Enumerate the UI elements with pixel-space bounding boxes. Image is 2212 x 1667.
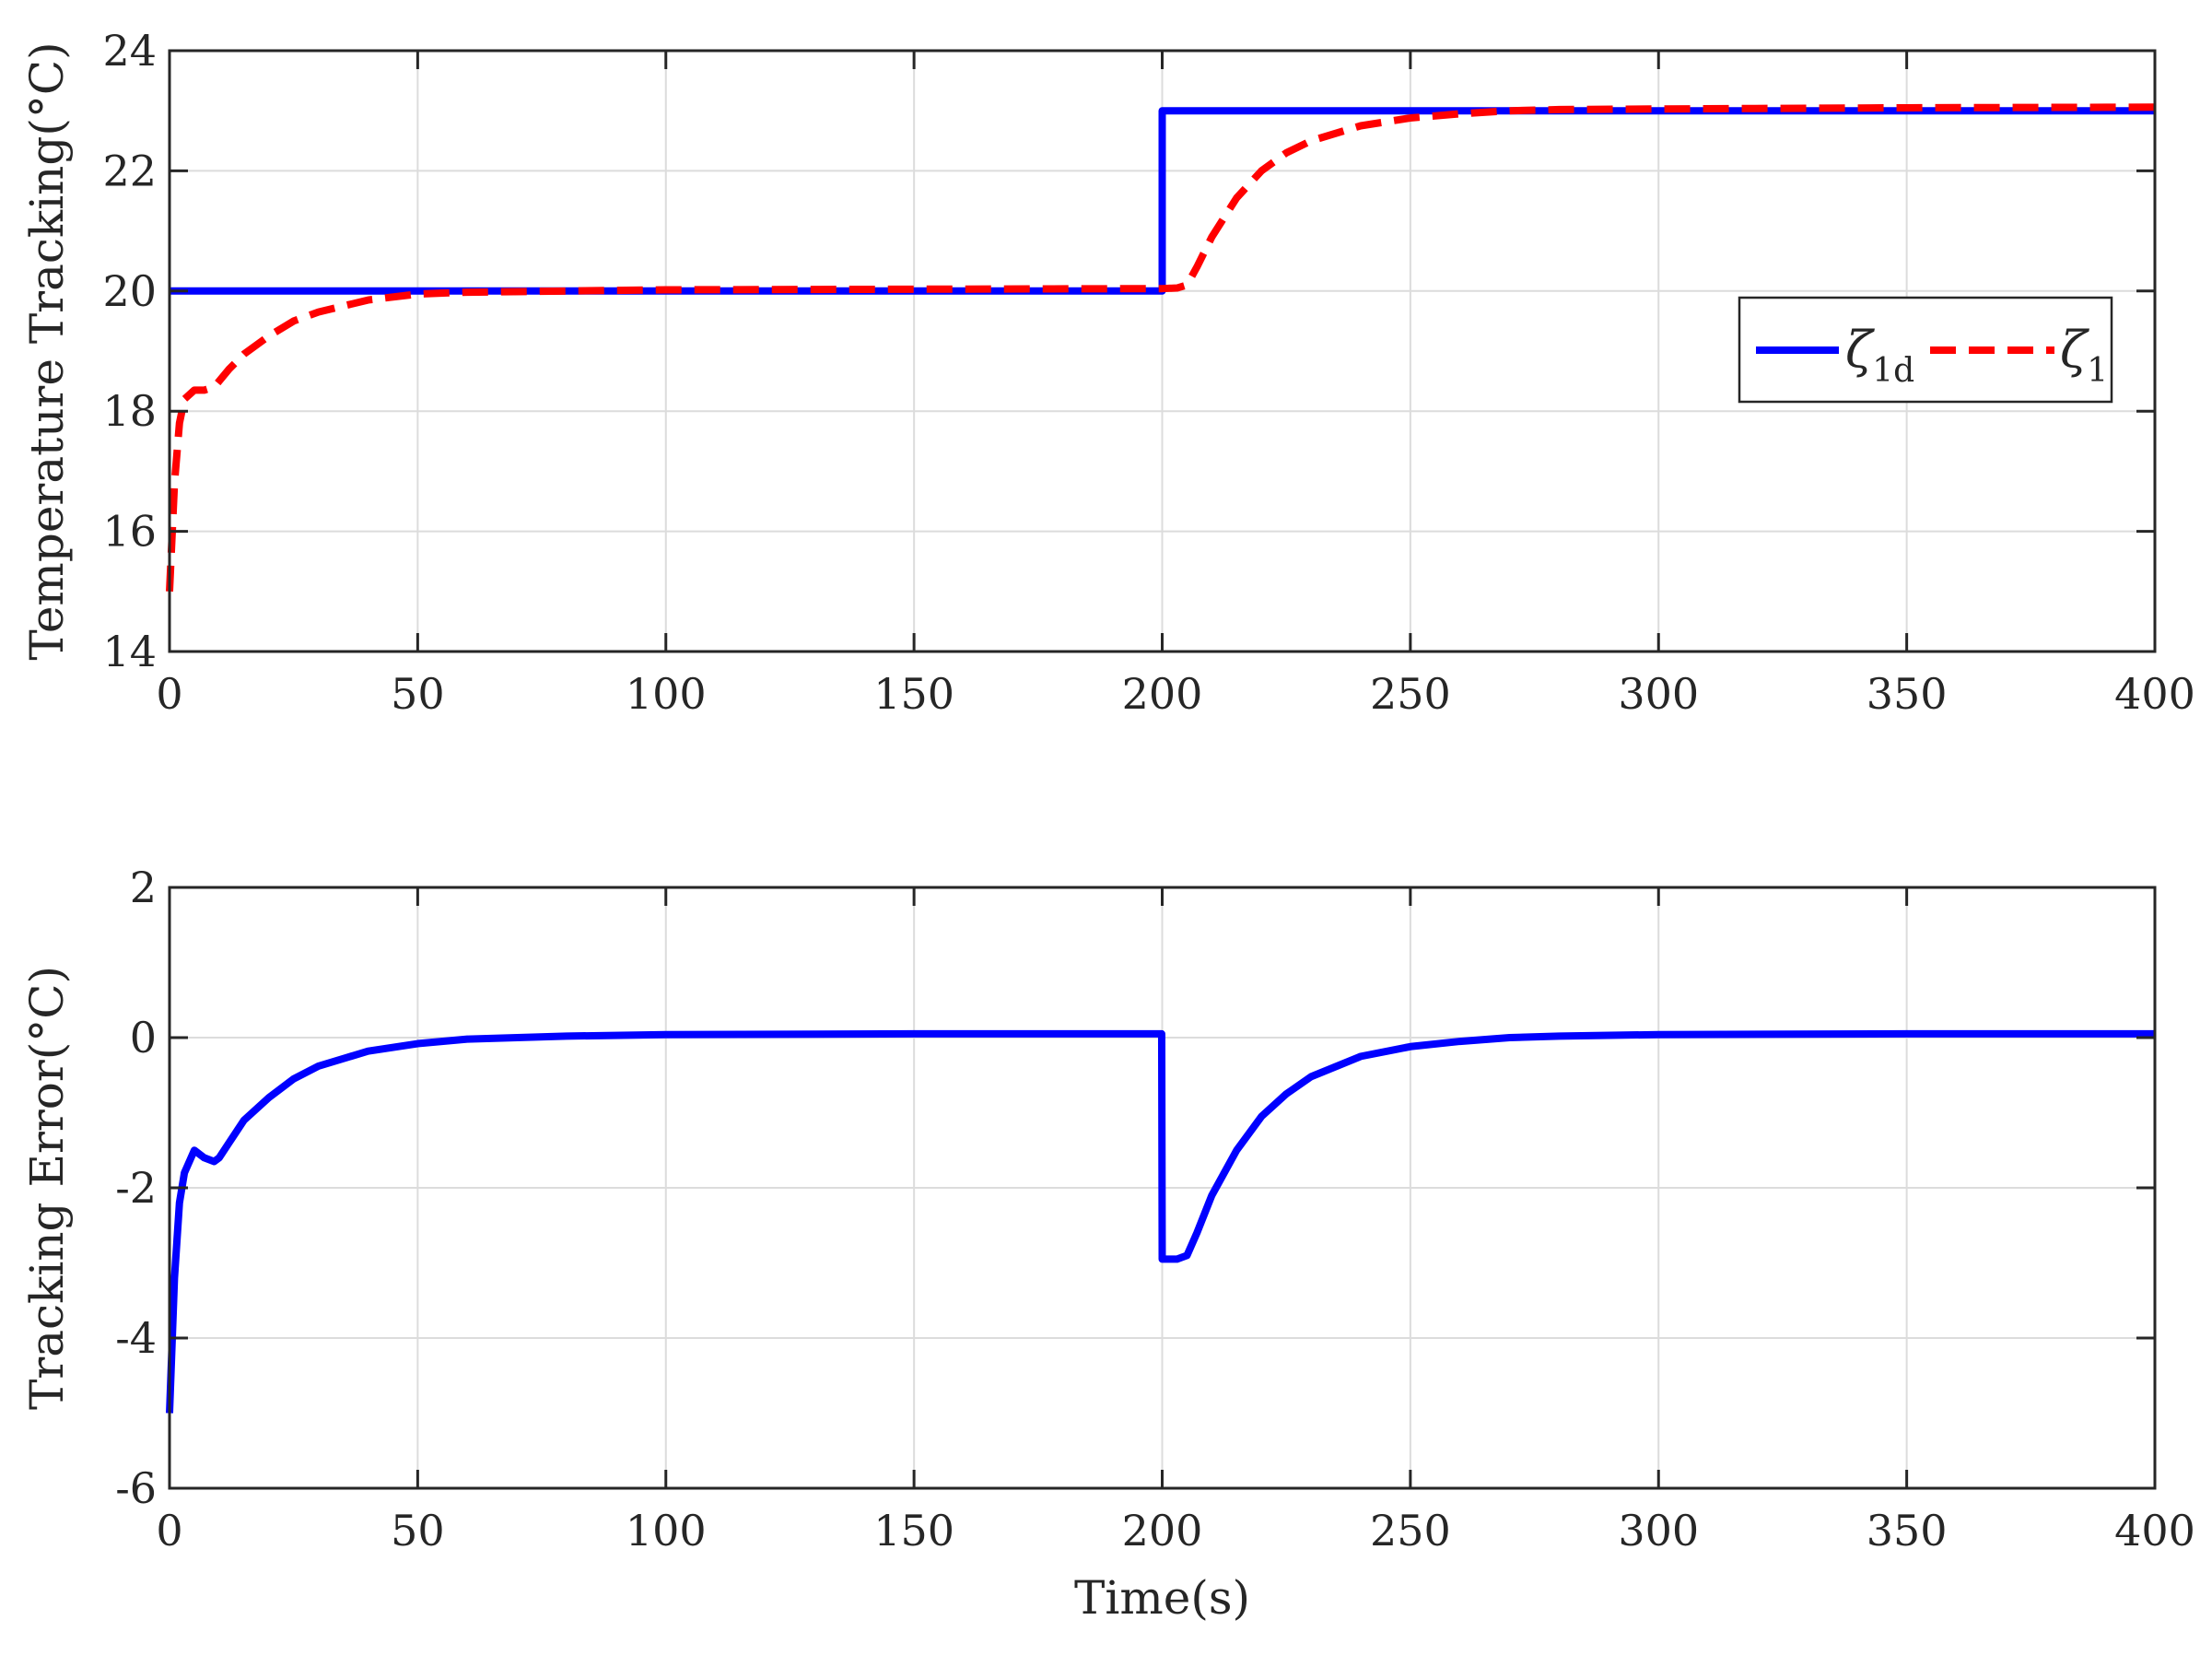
x-tick-label: 400 — [2114, 1506, 2195, 1555]
series-group — [166, 1029, 2155, 1414]
x-tick-label: 50 — [391, 669, 445, 719]
x-tick-label: 250 — [1370, 669, 1451, 719]
ticks: 0 50 100 150 200 250 300 350 400 -6 -4 -2 0 2 — [115, 863, 2195, 1555]
y-tick-label: 0 — [130, 1013, 157, 1062]
y-axis-label: Temperature Tracking(°C) — [20, 41, 74, 660]
series-line-error — [166, 1029, 2155, 1414]
legend-symbol: ζ — [2060, 321, 2089, 379]
legend-subscript: 1 — [2087, 352, 2108, 390]
legend-label-reference: ζ1d — [1845, 321, 1914, 390]
x-tick-label: 350 — [1867, 1506, 1948, 1555]
ticks: 0 50 100 150 200 250 300 350 400 14 16 18 20 22 24 — [102, 26, 2194, 719]
x-tick-label: 350 — [1867, 669, 1948, 719]
legend-subscript: 1d — [1872, 352, 1914, 390]
y-tick-label: 14 — [102, 627, 157, 676]
x-tick-label: 150 — [873, 1506, 954, 1555]
x-tick-label: 150 — [873, 669, 954, 719]
series-line-actual — [166, 103, 2156, 592]
legend-symbol: ζ — [1845, 321, 1875, 379]
x-tick-label: 100 — [626, 1506, 707, 1555]
x-tick-label: 300 — [1618, 669, 1699, 719]
x-tick-label: 400 — [2114, 669, 2195, 719]
y-tick-label: 22 — [102, 146, 157, 195]
x-tick-label: 300 — [1618, 1506, 1699, 1555]
y-tick-label: -6 — [115, 1463, 157, 1513]
tracking-error-panel: 0 50 100 150 200 250 300 350 400 -6 -4 -2 0 2 Trackin… — [20, 863, 2195, 1625]
x-tick-label: 200 — [1122, 1506, 1203, 1555]
x-tick-label: 250 — [1370, 1506, 1451, 1555]
y-tick-label: 24 — [102, 26, 157, 76]
x-tick-label: 0 — [156, 1506, 182, 1555]
y-tick-label: -4 — [115, 1313, 157, 1363]
y-tick-label: 2 — [130, 863, 157, 912]
legend: ζ1d ζ1 — [1738, 296, 2113, 404]
series-group — [166, 103, 2156, 592]
y-axis-label: Tracking Error(°C) — [20, 966, 74, 1410]
y-tick-label: 20 — [102, 266, 157, 316]
x-tick-label: 100 — [626, 669, 707, 719]
y-tick-label: 16 — [102, 507, 157, 557]
x-axis-label: Time(s) — [1074, 1571, 1250, 1625]
y-tick-label: -2 — [115, 1163, 157, 1213]
x-tick-label: 200 — [1122, 669, 1203, 719]
x-tick-label: 50 — [391, 1506, 445, 1555]
temperature-tracking-panel: 0 50 100 150 200 250 300 350 400 14 16 18 20 22 24 Tem… — [20, 26, 2195, 719]
legend-label-actual: ζ1 — [2060, 321, 2108, 390]
x-tick-label: 0 — [156, 669, 182, 719]
y-tick-label: 18 — [102, 386, 157, 436]
